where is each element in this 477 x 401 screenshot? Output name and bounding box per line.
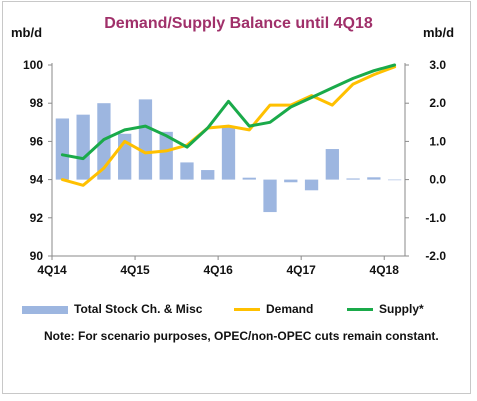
bars-layer <box>55 99 402 213</box>
legend-swatch-supply <box>347 308 373 312</box>
bar-1Q18 <box>325 149 339 180</box>
legend-label-supply: Supply* <box>379 302 424 316</box>
legend-swatch-demand <box>234 308 260 312</box>
legend-item-supply: Supply* <box>347 302 424 316</box>
bar-1Q17 <box>242 177 256 180</box>
bar-1Q15 <box>76 114 90 180</box>
x-tick-label: 4Q15 <box>120 263 150 277</box>
right-tick-label: 2.0 <box>429 96 446 110</box>
bar-4Q14 <box>55 118 70 180</box>
bar-4Q15 <box>138 99 153 180</box>
scenario-note: Note: For scenario purposes, OPEC/non-OP… <box>44 329 439 343</box>
left-tick-label: 90 <box>30 249 44 263</box>
left-tick-label: 92 <box>30 211 44 225</box>
lines-layer <box>60 63 397 187</box>
legend-item-stock: Total Stock Ch. & Misc <box>22 302 202 316</box>
legend-swatch-stock <box>22 305 68 314</box>
bar-4Q16 <box>221 126 236 180</box>
bar-1Q16 <box>159 131 173 180</box>
left-tick-label: 100 <box>23 58 43 72</box>
bar-4Q18 <box>387 179 402 181</box>
right-tick-label: 3.0 <box>429 58 446 72</box>
right-tick-label: -1.0 <box>425 211 446 225</box>
right-axis-unit: mb/d <box>423 25 455 40</box>
x-tick-label: 4Q17 <box>286 263 316 277</box>
bar-3Q18 <box>367 177 381 180</box>
chart-title: Demand/Supply Balance until 4Q18 <box>104 15 373 32</box>
left-tick-label: 98 <box>30 96 44 110</box>
x-tick-label: 4Q14 <box>37 263 67 277</box>
left-tick-label: 94 <box>30 173 44 187</box>
legend-item-demand: Demand <box>234 302 313 316</box>
right-tick-label: -2.0 <box>425 249 446 263</box>
bar-2Q17 <box>263 179 277 213</box>
bar-2Q18 <box>346 178 360 180</box>
left-axis-unit: mb/d <box>11 25 43 40</box>
x-tick-label: 4Q16 <box>203 263 233 277</box>
bar-4Q17 <box>304 179 319 191</box>
right-tick-label: 0.0 <box>429 173 446 187</box>
bar-3Q16 <box>201 170 215 180</box>
bar-3Q17 <box>284 179 298 183</box>
right-tick-label: 1.0 <box>429 134 446 148</box>
legend-label-stock: Total Stock Ch. & Misc <box>74 302 203 316</box>
legend-label-demand: Demand <box>266 302 314 316</box>
line-demand <box>60 65 397 187</box>
bar-2Q16 <box>180 162 194 180</box>
left-tick-label: 96 <box>30 134 44 148</box>
ticks-layer: 90 92 94 96 98 100 -2.0 -1.0 0.0 1.0 2.0 3.0 4Q14 4Q1… <box>23 58 446 277</box>
axes-layer <box>48 63 409 260</box>
line-supply <box>60 63 397 161</box>
x-tick-label: 4Q18 <box>370 263 400 277</box>
